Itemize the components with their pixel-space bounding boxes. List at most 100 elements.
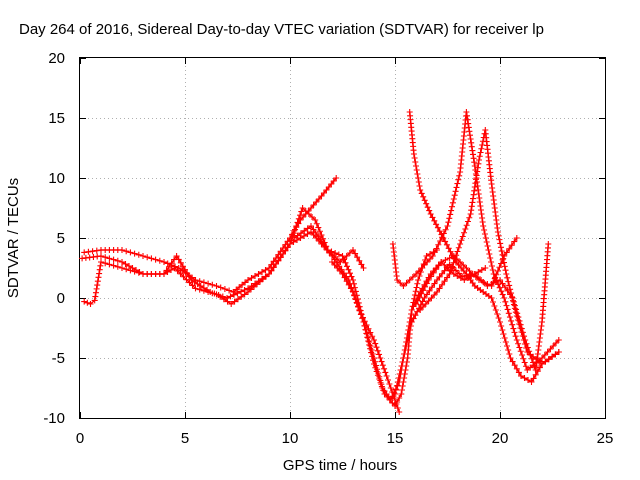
data-point bbox=[93, 285, 100, 292]
data-point bbox=[494, 229, 501, 235]
data-point bbox=[488, 259, 495, 265]
data-point bbox=[530, 375, 537, 382]
data-point bbox=[339, 271, 346, 277]
data-point bbox=[403, 280, 410, 286]
data-point bbox=[348, 273, 355, 280]
data-point bbox=[95, 274, 102, 281]
data-point bbox=[502, 298, 509, 305]
data-point bbox=[478, 267, 485, 273]
data-point bbox=[427, 211, 434, 217]
data-point bbox=[550, 343, 557, 349]
data-point bbox=[447, 248, 454, 255]
data-point bbox=[119, 265, 125, 271]
data-point bbox=[459, 273, 466, 280]
x-tick-label: 0 bbox=[76, 430, 84, 447]
data-point bbox=[407, 315, 414, 321]
data-point bbox=[397, 280, 404, 286]
data-point bbox=[94, 278, 101, 285]
data-point bbox=[443, 241, 450, 248]
data-point bbox=[376, 351, 383, 358]
data-point bbox=[468, 207, 475, 214]
data-point bbox=[464, 112, 470, 119]
data-point bbox=[502, 284, 509, 291]
data-point bbox=[421, 262, 428, 268]
data-point bbox=[406, 277, 413, 283]
data-point bbox=[505, 278, 512, 285]
data-point bbox=[318, 232, 325, 238]
data-point bbox=[476, 153, 483, 160]
data-point bbox=[354, 254, 361, 261]
data-point bbox=[483, 239, 490, 245]
data-point bbox=[435, 241, 442, 248]
data-point bbox=[301, 233, 307, 239]
data-point bbox=[259, 269, 265, 275]
data-point bbox=[477, 149, 484, 156]
data-point bbox=[448, 207, 455, 214]
data-point bbox=[504, 274, 511, 281]
data-point bbox=[541, 352, 548, 358]
data-point bbox=[511, 362, 518, 369]
data-point bbox=[297, 212, 304, 219]
data-point bbox=[469, 147, 476, 154]
data-point bbox=[446, 271, 453, 277]
data-point bbox=[509, 321, 516, 328]
data-point bbox=[502, 339, 509, 345]
data-point bbox=[491, 275, 498, 282]
data-point bbox=[513, 235, 520, 241]
data-point bbox=[435, 262, 442, 269]
data-point bbox=[544, 349, 551, 355]
x-tick-label: 25 bbox=[597, 430, 614, 447]
data-point bbox=[501, 335, 508, 341]
data-point bbox=[468, 203, 475, 210]
data-point bbox=[362, 327, 369, 333]
data-point bbox=[194, 281, 201, 287]
series-trace-7 bbox=[389, 109, 562, 373]
data-point bbox=[401, 351, 408, 357]
data-point bbox=[431, 292, 438, 298]
data-point bbox=[228, 301, 235, 307]
data-point bbox=[456, 172, 463, 179]
y-tick-label: 0 bbox=[57, 290, 65, 307]
data-point bbox=[471, 159, 478, 166]
data-point bbox=[186, 279, 193, 286]
data-point bbox=[217, 284, 224, 291]
data-point bbox=[504, 343, 510, 349]
data-point bbox=[447, 211, 454, 218]
data-point bbox=[479, 219, 486, 225]
data-point bbox=[213, 283, 220, 289]
data-point bbox=[144, 254, 151, 261]
data-point bbox=[387, 397, 394, 403]
series-trace-4 bbox=[291, 223, 440, 409]
data-point bbox=[455, 244, 462, 251]
data-point bbox=[498, 323, 505, 329]
data-point bbox=[402, 347, 409, 353]
data-point bbox=[466, 214, 473, 221]
data-point bbox=[465, 124, 472, 131]
data-point bbox=[270, 264, 277, 271]
data-point bbox=[468, 143, 475, 150]
data-point bbox=[423, 280, 430, 287]
data-point bbox=[294, 232, 301, 239]
data-point bbox=[257, 278, 263, 285]
data-point bbox=[213, 291, 220, 298]
data-point bbox=[445, 245, 452, 252]
data-point bbox=[238, 293, 245, 300]
data-point bbox=[92, 293, 99, 300]
data-point bbox=[408, 307, 415, 313]
data-point bbox=[96, 266, 103, 273]
axis-ticks bbox=[80, 58, 606, 419]
data-point bbox=[97, 262, 104, 269]
data-point bbox=[131, 268, 138, 275]
data-point bbox=[415, 268, 422, 274]
data-point bbox=[488, 263, 495, 269]
data-point bbox=[423, 291, 430, 298]
data-point bbox=[499, 256, 506, 263]
data-point bbox=[413, 167, 420, 173]
data-point bbox=[379, 362, 386, 369]
data-point bbox=[444, 223, 451, 229]
series-line bbox=[394, 243, 549, 395]
data-point bbox=[295, 215, 302, 222]
data-point bbox=[504, 287, 511, 294]
data-point bbox=[315, 224, 322, 231]
data-point bbox=[445, 219, 452, 226]
